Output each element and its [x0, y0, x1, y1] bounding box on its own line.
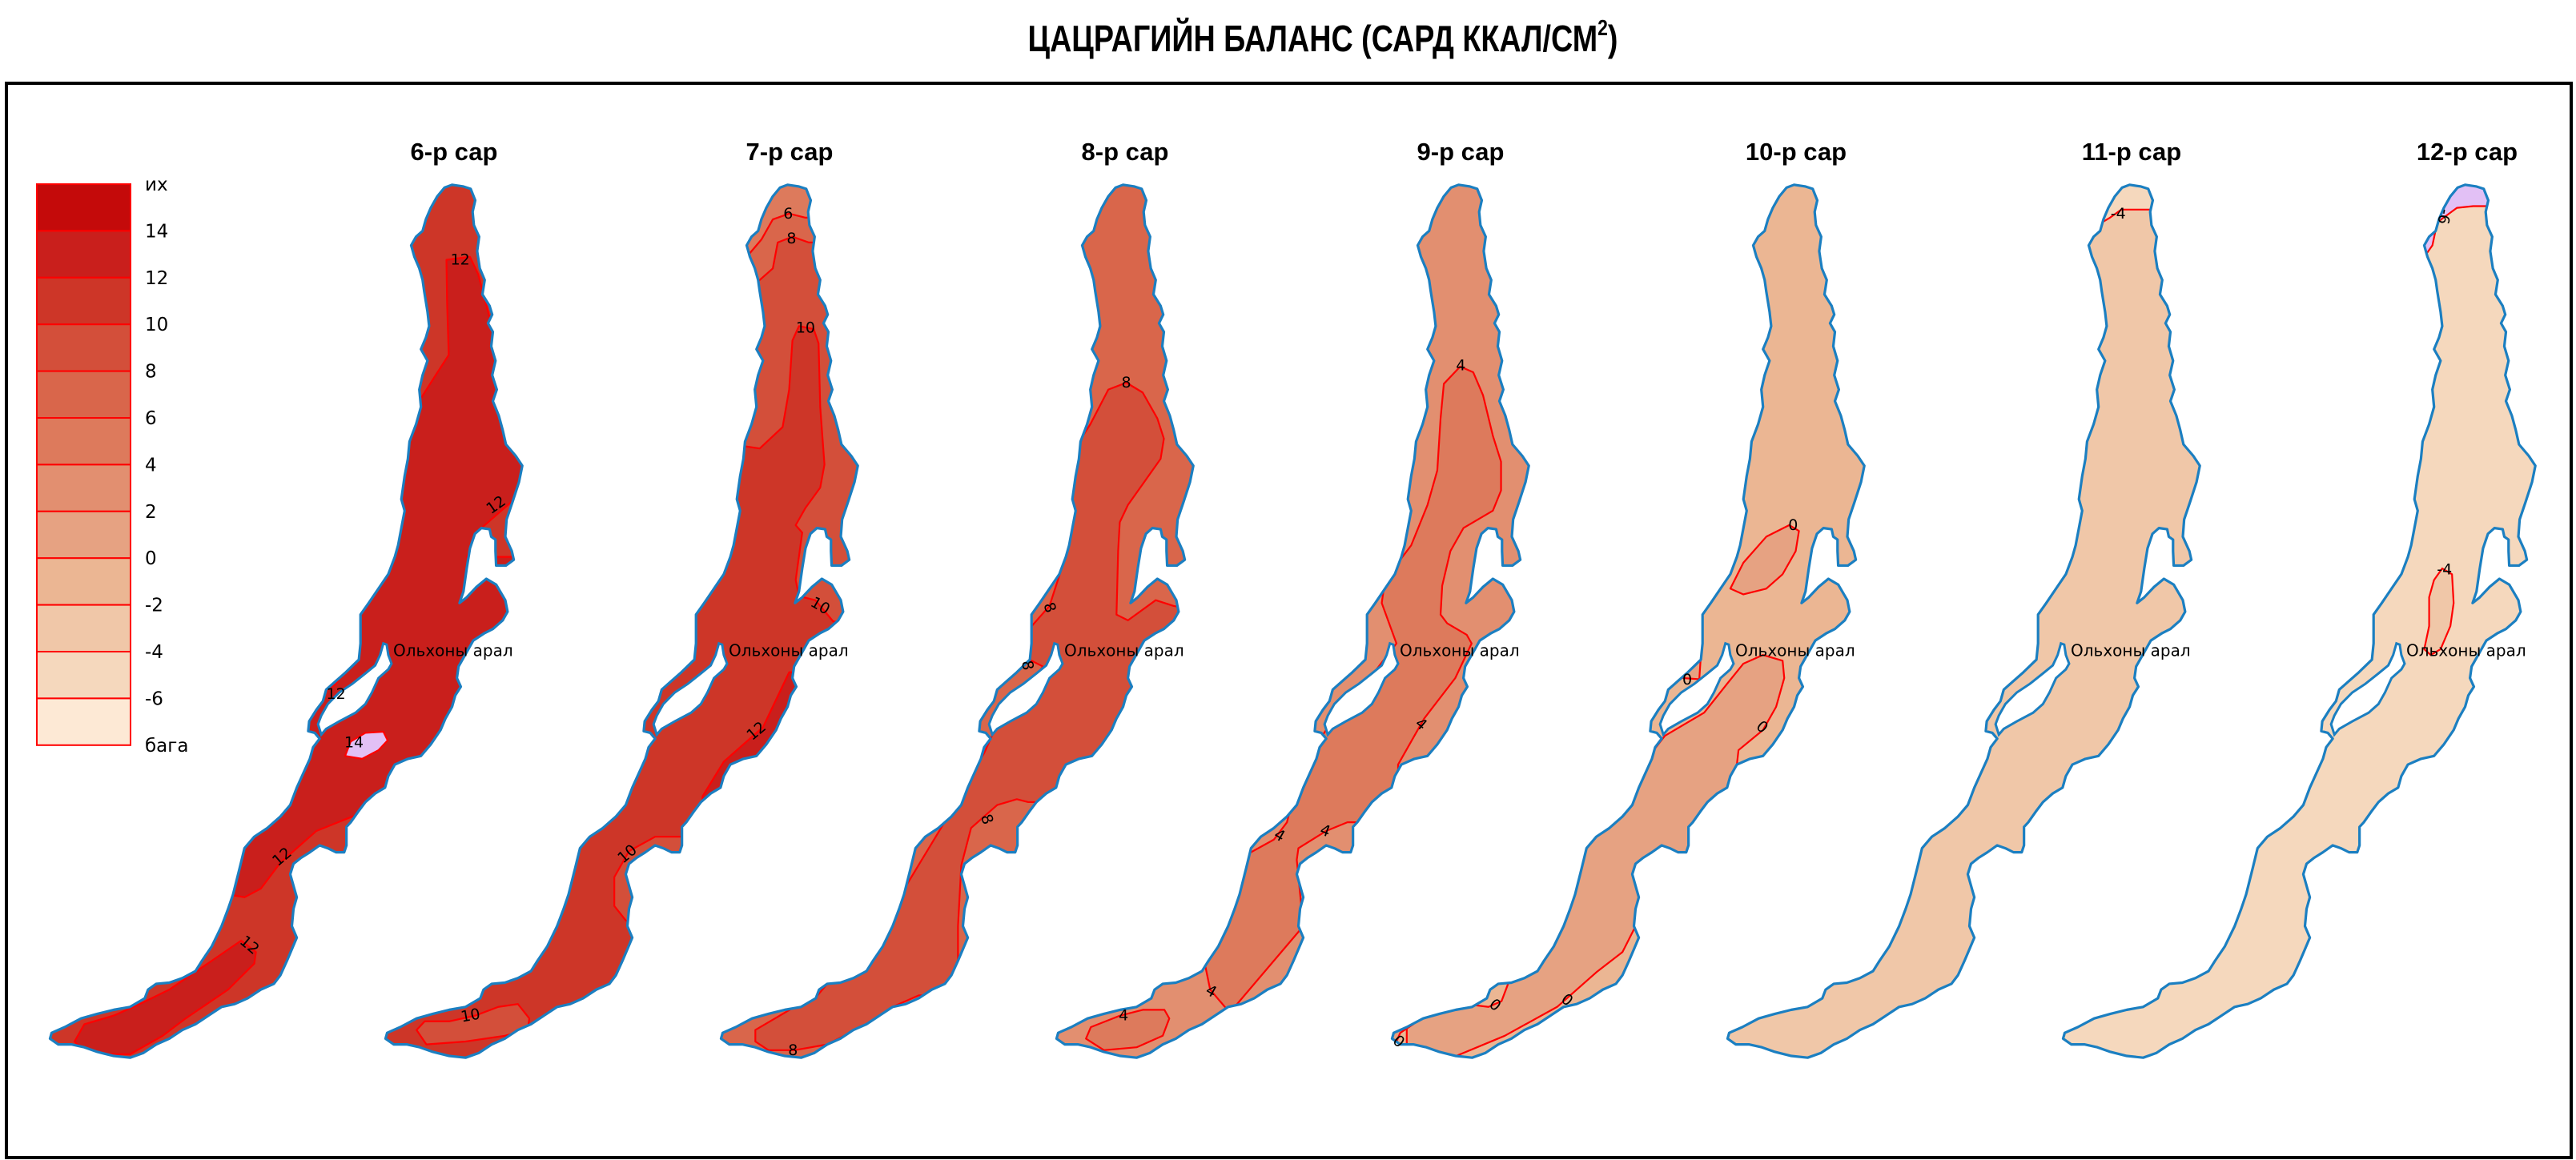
contour-label: 4: [1119, 1007, 1128, 1025]
legend-swatch: [36, 510, 131, 560]
contour-zone: [416, 1004, 529, 1044]
map-title: ЦАЦРАГИЙН БАЛАНС (САРД ККАЛ/СМ2): [1028, 16, 1618, 59]
panel-title: 11-р сар: [2082, 138, 2181, 166]
lake-shoreline: [1727, 185, 2200, 1058]
lake-shoreline: [385, 185, 858, 1058]
olkhon-island-label: Ольхоны арал: [1400, 640, 1520, 660]
lake-baikal: [1374, 185, 1864, 1070]
legend-swatch: [36, 183, 131, 232]
legend-label: 10: [145, 315, 168, 335]
legend-label: бага: [145, 736, 188, 757]
olkhon-island-label: Ольхоны арал: [393, 640, 513, 660]
panel-title: 9-р сар: [1417, 138, 1505, 166]
lake-shoreline: [50, 185, 522, 1058]
legend-label: 4: [145, 455, 157, 476]
lake-baikal: [721, 185, 1226, 1058]
legend-swatch: [36, 417, 131, 466]
legend-swatch: [36, 276, 131, 326]
panel-title: 8-р сар: [1082, 138, 1169, 166]
panel-title: 6-р сар: [411, 138, 498, 166]
olkhon-island: [1324, 644, 1398, 735]
olkhon-island: [1995, 644, 2069, 735]
month-panel: 12-р сар -6 -4 Ольхоны арал: [2063, 138, 2535, 1058]
contour-label: 0: [1788, 516, 1798, 534]
legend-label: -2: [145, 596, 163, 616]
contour-label: 6: [783, 205, 793, 223]
legend-label: 12: [145, 268, 168, 289]
legend-label: 14: [145, 221, 168, 242]
contour-zone: [1407, 655, 1784, 1058]
legend-swatch: [36, 651, 131, 700]
lake-shoreline: [2063, 185, 2535, 1058]
contour-label: 4: [1456, 356, 1465, 374]
legend-swatch: [36, 323, 131, 372]
contour-zone: [163, 257, 523, 897]
legend-label: 8: [145, 362, 157, 383]
contour-label: 10: [796, 319, 815, 337]
contour-zone: [1730, 525, 1799, 594]
lake-shoreline: [1392, 185, 1864, 1058]
olkhon-island-label: Ольхоны арал: [1064, 640, 1184, 660]
map-title-close: ): [1608, 18, 1618, 58]
legend-swatch: [36, 230, 131, 279]
contour-label: 8: [1018, 659, 1037, 672]
contour-label: 12: [451, 251, 470, 268]
contour-label: 8: [786, 230, 796, 247]
legend-label: -6: [145, 688, 163, 709]
contour-label: 12: [326, 685, 345, 703]
olkhon-island: [2331, 644, 2405, 735]
contour-label: 8: [1122, 374, 1131, 391]
lake-shoreline: [721, 185, 1193, 1058]
contour-label: 10: [460, 1005, 482, 1026]
olkhon-island: [318, 644, 392, 735]
olkhon-island: [653, 644, 727, 735]
legend-swatch: [36, 370, 131, 419]
legend-label: -4: [145, 642, 163, 663]
legend: их 14 12 10 8 6 4 2 0 -2 -4 -6 бага: [36, 175, 188, 757]
contour-zone: [2424, 568, 2453, 655]
contour-label: -4: [2111, 205, 2126, 223]
contour-label: 0: [1682, 671, 1692, 688]
legend-swatch: [36, 697, 131, 746]
contour-zone: [345, 732, 388, 759]
contour-label: 8: [788, 1042, 798, 1059]
legend-label: 0: [145, 548, 157, 569]
olkhon-island-label: Ольхоны арал: [2071, 640, 2191, 660]
map-frame: [5, 82, 2573, 1159]
panel-title: 7-р сар: [746, 138, 834, 166]
legend-swatch: [36, 464, 131, 512]
contour-label: 14: [344, 734, 364, 752]
olkhon-island-label: Ольхоны арал: [1735, 640, 1855, 660]
legend-swatch: [36, 604, 131, 652]
olkhon-island: [989, 644, 1063, 735]
contour-zone: [1086, 1009, 1169, 1050]
olkhon-island: [1660, 644, 1734, 735]
contour-label: -4: [2437, 560, 2452, 578]
lake-shoreline: [1056, 185, 1529, 1058]
legend-label: 6: [145, 408, 157, 429]
panel-title: 10-р сар: [1746, 138, 1847, 166]
map-title-superscript: 2: [1597, 16, 1608, 41]
legend-label: их: [145, 175, 168, 195]
olkhon-island-label: Ольхоны арал: [2406, 640, 2526, 660]
lake-base-fill: [1727, 184, 2200, 1058]
legend-swatch: [36, 557, 131, 606]
legend-label: 2: [145, 502, 157, 523]
panel-title: 12-р сар: [2417, 138, 2518, 166]
olkhon-island-label: Ольхоны арал: [729, 640, 849, 660]
contour-label: -6: [2433, 207, 2453, 225]
map-title-main: ЦАЦРАГИЙН БАЛАНС (САРД ККАЛ/СМ: [1028, 17, 1598, 58]
